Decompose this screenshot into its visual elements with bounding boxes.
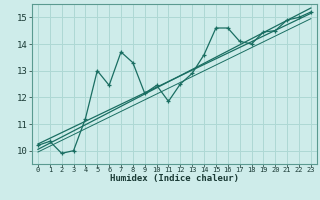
X-axis label: Humidex (Indice chaleur): Humidex (Indice chaleur) bbox=[110, 174, 239, 183]
